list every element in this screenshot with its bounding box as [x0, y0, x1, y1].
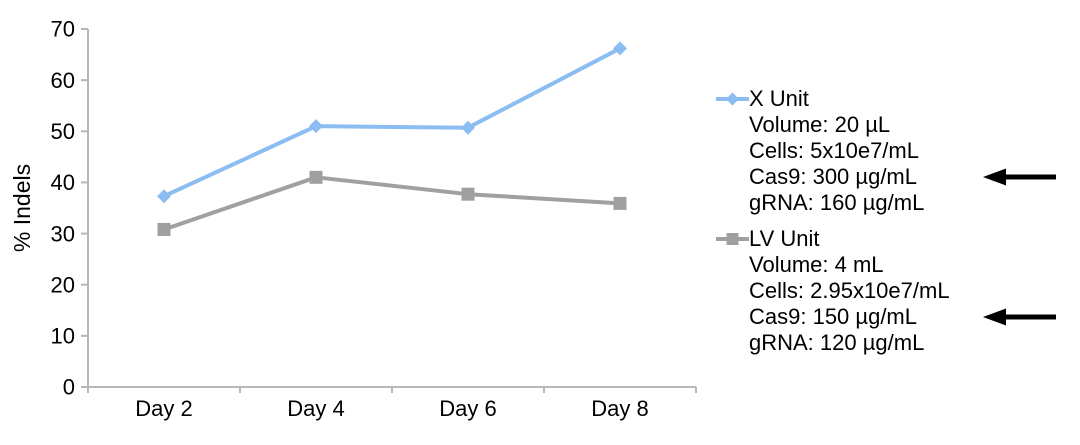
legend-entry-x-unit: X Unit Volume: 20 µL Cells: 5x10e7/mL Ca… — [716, 86, 950, 216]
lv-unit-marker — [613, 196, 627, 210]
lv-unit-square-marker-icon — [716, 233, 749, 245]
x-unit-cas9-text: Cas9: 300 µg/mL — [749, 164, 917, 189]
legend-details-x-unit: Volume: 20 µL Cells: 5x10e7/mL Cas9: 300… — [749, 112, 950, 216]
legend-header-x-unit: X Unit — [716, 86, 950, 112]
lv-unit-marker — [461, 187, 475, 201]
y-tick-label: 30 — [51, 221, 75, 246]
x-unit-marker — [157, 189, 171, 204]
lv-unit-volume-text: Volume: 4 mL — [749, 252, 884, 277]
y-tick-label: 0 — [63, 375, 75, 400]
y-tick-label: 50 — [51, 119, 75, 144]
lv-unit-line — [163, 175, 621, 232]
y-tick-label: 40 — [51, 170, 75, 195]
y-tick-label: 20 — [51, 272, 75, 297]
lv-unit-cells-text: Cells: 2.95x10e7/mL — [749, 278, 950, 303]
y-tick-label: 70 — [51, 17, 75, 42]
x-unit-marker — [461, 120, 475, 135]
x-tick-label: Day 8 — [591, 396, 648, 421]
indels-line-chart: 0 10 20 30 40 50 60 70 Day 2 Day 4 Day 6 Day 8 % Ind… — [9, 17, 697, 421]
legend-details-lv-unit: Volume: 4 mL Cells: 2.95x10e7/mL Cas9: 1… — [749, 252, 950, 356]
x-unit-marker — [613, 41, 627, 56]
lv-unit-cas9-text: Cas9: 150 µg/mL — [749, 304, 917, 329]
x-tick-label: Day 4 — [287, 396, 344, 421]
x-tick-label: Day 2 — [135, 396, 192, 421]
x-unit-label: X Unit — [749, 86, 809, 111]
cas9-lv-unit-arrow-icon — [983, 308, 1056, 326]
x-unit-marker — [309, 119, 323, 134]
x-unit-line — [163, 46, 621, 199]
lv-unit-grna-text: gRNA: 120 µg/mL — [749, 330, 925, 355]
lv-unit-marker — [309, 170, 323, 184]
x-unit-cells-text: Cells: 5x10e7/mL — [749, 138, 919, 163]
y-tick-label: 60 — [51, 68, 75, 93]
chart-legend: X Unit Volume: 20 µL Cells: 5x10e7/mL Ca… — [716, 86, 950, 356]
x-unit-diamond-marker-icon — [716, 92, 749, 106]
y-axis-title: % Indels — [9, 164, 35, 252]
lv-unit-label: LV Unit — [749, 226, 820, 251]
lv-unit-marker — [157, 222, 171, 236]
y-tick-label: 10 — [51, 324, 75, 349]
legend-header-lv-unit: LV Unit — [716, 226, 950, 252]
x-unit-volume-text: Volume: 20 µL — [749, 112, 891, 137]
x-tick-label: Day 6 — [439, 396, 496, 421]
cas9-x-unit-arrow-icon — [983, 168, 1056, 186]
x-unit-grna-text: gRNA: 160 µg/mL — [749, 190, 925, 215]
legend-entry-lv-unit: LV Unit Volume: 4 mL Cells: 2.95x10e7/mL… — [716, 226, 950, 356]
